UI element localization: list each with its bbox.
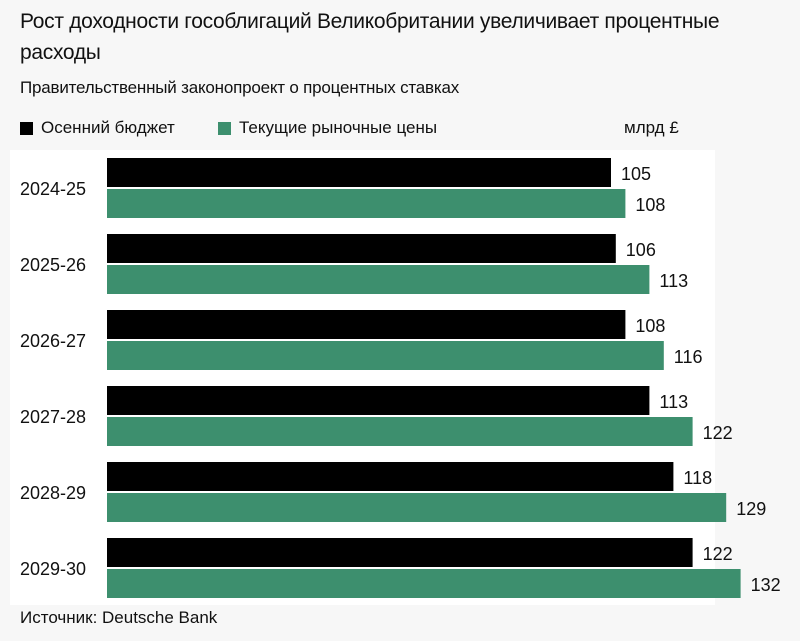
unit-label: млрд £ — [624, 118, 679, 137]
data-label: 116 — [674, 347, 703, 367]
bar-budget — [107, 234, 616, 263]
data-label: 118 — [683, 468, 712, 488]
category-label: 2027-28 — [20, 407, 86, 427]
bar-market — [107, 189, 626, 218]
data-label: 132 — [751, 575, 781, 595]
legend-item-autumn-budget: Осенний бюджет — [20, 118, 175, 138]
category-label: 2028-29 — [20, 483, 86, 503]
data-label: 108 — [635, 195, 665, 215]
bar-budget — [107, 310, 626, 339]
legend-label: Текущие рыночные цены — [239, 118, 438, 137]
category-label: 2029-30 — [20, 559, 86, 579]
source-note: Источник: Deutsche Bank — [20, 608, 218, 627]
category-label: 2025-26 — [20, 255, 86, 275]
bar-budget — [107, 538, 693, 567]
data-label: 106 — [626, 240, 656, 260]
data-label: 129 — [736, 499, 766, 519]
bar-market — [107, 265, 650, 294]
chart-subtitle: Правительственный законопроект о процент… — [20, 78, 460, 97]
bar-market — [107, 569, 741, 598]
plot-area — [10, 150, 715, 605]
data-label: 113 — [659, 392, 688, 412]
legend-item-market-prices: Текущие рыночные цены — [218, 118, 437, 138]
data-label: 122 — [703, 544, 733, 564]
category-label: 2026-27 — [20, 331, 86, 351]
legend-swatch-black — [20, 121, 33, 135]
data-label: 108 — [635, 316, 665, 336]
bar-market — [107, 417, 693, 446]
legend-swatch-green — [218, 121, 231, 135]
data-label: 105 — [621, 164, 651, 184]
bar-budget — [107, 158, 611, 187]
chart-title: Рост доходности гособлигаций Великобрита… — [20, 10, 720, 64]
data-label: 113 — [659, 271, 688, 291]
category-label: 2024-25 — [20, 179, 86, 199]
data-label: 122 — [703, 423, 733, 443]
bar-budget — [107, 462, 674, 491]
bar-market — [107, 341, 664, 370]
bar-market — [107, 493, 727, 522]
bar-budget — [107, 386, 650, 415]
legend-label: Осенний бюджет — [41, 118, 175, 137]
